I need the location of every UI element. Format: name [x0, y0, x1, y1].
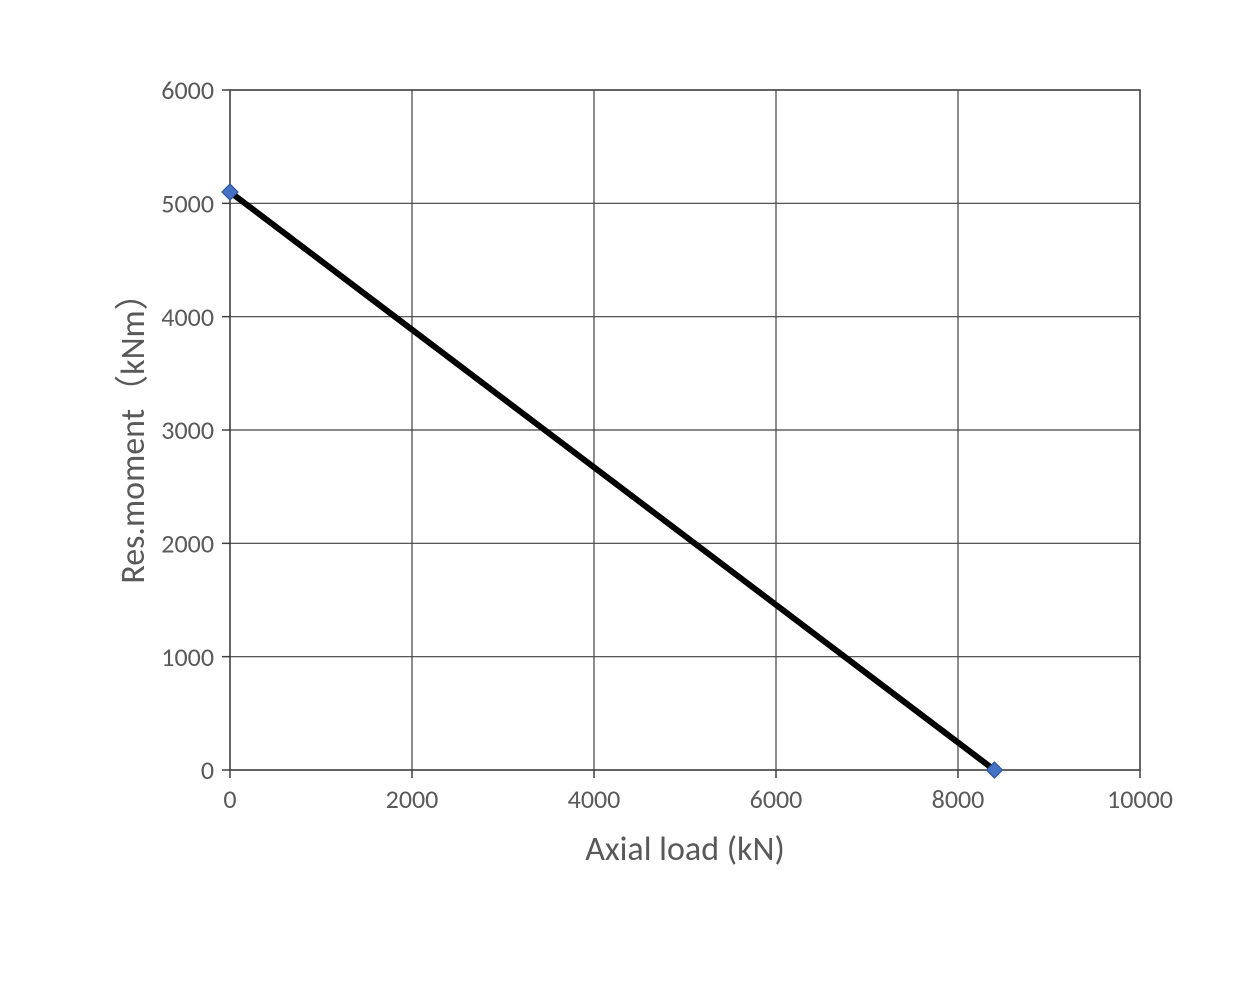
x-tick-label: 8000	[932, 783, 985, 815]
x-tick-label: 0	[223, 783, 236, 815]
x-tick-label: 4000	[568, 783, 621, 815]
y-axis-label: Res.moment（kNm）	[113, 276, 154, 583]
x-tick-label: 6000	[750, 783, 803, 815]
y-tick-label: 1000	[161, 641, 214, 673]
x-axis-label: Axial load (kN)	[585, 829, 785, 870]
x-tick-label: 10000	[1107, 783, 1173, 815]
x-tick-label: 2000	[386, 783, 439, 815]
y-tick-label: 3000	[161, 414, 214, 446]
y-tick-label: 4000	[161, 301, 214, 333]
y-tick-label: 2000	[161, 527, 214, 559]
y-tick-label: 0	[201, 754, 214, 786]
y-tick-label: 6000	[161, 74, 214, 106]
chart-svg: 0 2000 4000 6000 8000 10000 0 1000 2000 3000 4000 5…	[60, 60, 1200, 930]
interaction-chart: 0 2000 4000 6000 8000 10000 0 1000 2000 3000 4000 5…	[60, 60, 1200, 930]
y-tick-label: 5000	[161, 187, 214, 219]
